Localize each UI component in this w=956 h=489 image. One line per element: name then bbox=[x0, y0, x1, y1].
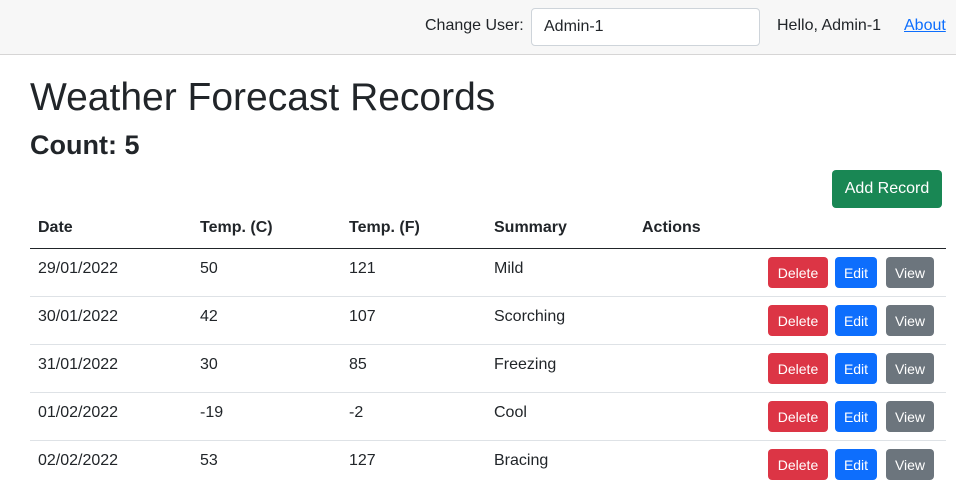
view-button[interactable]: View bbox=[886, 353, 934, 384]
delete-button[interactable]: Delete bbox=[768, 257, 828, 288]
records-table: Date Temp. (C) Temp. (F) Summary Actions… bbox=[30, 208, 946, 489]
page-title: Weather Forecast Records bbox=[30, 76, 496, 119]
table-row: 29/01/2022 50 121 Mild Delete Edit View bbox=[30, 249, 946, 297]
header-actions: Actions bbox=[642, 219, 701, 236]
table-row: 30/01/2022 42 107 Scorching Delete Edit View bbox=[30, 297, 946, 345]
header-date: Date bbox=[38, 219, 73, 236]
edit-button[interactable]: Edit bbox=[835, 353, 877, 384]
top-navbar: Change User: Hello, Admin-1 About bbox=[0, 0, 956, 55]
header-summary: Summary bbox=[494, 219, 567, 236]
table-row: 31/01/2022 30 85 Freezing Delete Edit View bbox=[30, 345, 946, 393]
cell-date: 02/02/2022 bbox=[38, 452, 119, 469]
header-temp-c: Temp. (C) bbox=[200, 219, 273, 236]
delete-button[interactable]: Delete bbox=[768, 449, 828, 480]
edit-button[interactable]: Edit bbox=[835, 449, 877, 480]
cell-temp-c: 30 bbox=[200, 356, 218, 373]
header-temp-f: Temp. (F) bbox=[349, 219, 420, 236]
cell-temp-c: 42 bbox=[200, 308, 218, 325]
view-button[interactable]: View bbox=[886, 257, 934, 288]
delete-button[interactable]: Delete bbox=[768, 401, 828, 432]
delete-button[interactable]: Delete bbox=[768, 305, 828, 336]
cell-temp-c: -19 bbox=[200, 404, 224, 421]
cell-summary: Scorching bbox=[494, 308, 566, 325]
cell-summary: Freezing bbox=[494, 356, 557, 373]
view-button[interactable]: View bbox=[886, 449, 934, 480]
cell-summary: Cool bbox=[494, 404, 527, 421]
about-link[interactable]: About bbox=[904, 17, 946, 34]
cell-temp-f: 121 bbox=[349, 260, 376, 277]
cell-temp-f: 85 bbox=[349, 356, 367, 373]
record-count: Count: 5 bbox=[30, 130, 140, 160]
cell-date: 29/01/2022 bbox=[38, 260, 119, 277]
cell-date: 01/02/2022 bbox=[38, 404, 119, 421]
cell-summary: Mild bbox=[494, 260, 524, 277]
cell-summary: Bracing bbox=[494, 452, 549, 469]
change-user-label: Change User: bbox=[425, 17, 524, 34]
cell-temp-f: -2 bbox=[349, 404, 364, 421]
edit-button[interactable]: Edit bbox=[835, 305, 877, 336]
cell-temp-c: 53 bbox=[200, 452, 218, 469]
greeting-text: Hello, Admin-1 bbox=[777, 17, 882, 34]
edit-button[interactable]: Edit bbox=[835, 257, 877, 288]
cell-temp-f: 107 bbox=[349, 308, 376, 325]
view-button[interactable]: View bbox=[886, 401, 934, 432]
change-user-input[interactable] bbox=[531, 8, 760, 46]
view-button[interactable]: View bbox=[886, 305, 934, 336]
cell-temp-f: 127 bbox=[349, 452, 376, 469]
cell-temp-c: 50 bbox=[200, 260, 218, 277]
delete-button[interactable]: Delete bbox=[768, 353, 828, 384]
table-row: 01/02/2022 -19 -2 Cool Delete Edit View bbox=[30, 393, 946, 441]
add-record-button[interactable]: Add Record bbox=[832, 170, 942, 208]
cell-date: 30/01/2022 bbox=[38, 308, 119, 325]
cell-date: 31/01/2022 bbox=[38, 356, 119, 373]
table-row: 02/02/2022 53 127 Bracing Delete Edit View bbox=[30, 441, 946, 489]
table-body: 29/01/2022 50 121 Mild Delete Edit View 30/01/2… bbox=[30, 249, 946, 489]
edit-button[interactable]: Edit bbox=[835, 401, 877, 432]
table-header: Date Temp. (C) Temp. (F) Summary Actions bbox=[30, 208, 946, 249]
